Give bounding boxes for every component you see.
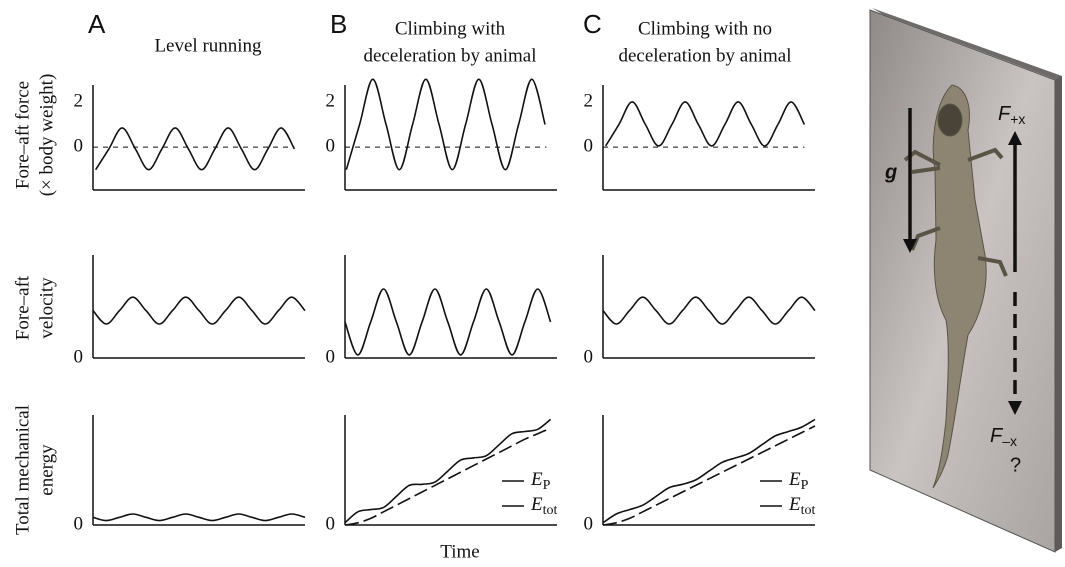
panel-letter: C — [583, 9, 602, 39]
panel-letter: B — [330, 9, 347, 39]
curve — [344, 427, 551, 526]
legend-symbol: E — [788, 469, 801, 490]
backward-force-label: F–x — [990, 425, 1017, 448]
panel-title: Climbing with — [395, 18, 506, 39]
force-symbol: F — [990, 425, 1004, 447]
y-tick-label: 2 — [74, 90, 84, 111]
row-label: velocity — [36, 277, 57, 339]
curve — [602, 418, 816, 524]
curve — [92, 513, 306, 522]
curve — [604, 101, 806, 147]
legend-subscript: tot — [543, 503, 558, 518]
legend-subscript: P — [543, 478, 551, 493]
y-tick-label: 0 — [74, 135, 84, 156]
y-tick-label: 0 — [584, 513, 594, 534]
x-axis-label: Time — [440, 541, 479, 562]
curve — [94, 127, 296, 171]
y-tick-label: 0 — [74, 346, 84, 367]
panel-title: Level running — [154, 35, 262, 56]
legend-symbol: E — [530, 469, 543, 490]
force-subscript: +x — [1010, 111, 1025, 127]
legend-subscript: tot — [801, 503, 816, 518]
gecko — [903, 84, 1008, 489]
curve — [92, 296, 306, 325]
panel-title: deceleration by animal — [618, 45, 791, 66]
gravity-label: g — [884, 161, 897, 183]
legend-entry: Etot — [530, 494, 557, 518]
y-tick-label: 0 — [326, 513, 336, 534]
legend-subscript: P — [801, 478, 809, 493]
forward-force-label: F+x — [998, 103, 1025, 126]
row-label: energy — [36, 444, 57, 496]
row-label: Fore–aft force — [12, 81, 33, 189]
curve — [344, 418, 552, 524]
board-edge — [1055, 76, 1062, 552]
curve — [602, 425, 816, 526]
y-tick-label: 0 — [584, 346, 594, 367]
gecko-illustration: g F+x F–x ? — [869, 8, 1062, 553]
panel-title: deceleration by animal — [363, 45, 536, 66]
curve — [602, 296, 816, 325]
legend-entry: EP — [788, 469, 809, 493]
row-label: Fore–aft — [12, 275, 33, 340]
panel-letter: A — [88, 9, 106, 39]
y-tick-label: 0 — [584, 135, 594, 156]
row-label: (× body weight) — [36, 74, 57, 197]
y-tick-label: 2 — [584, 90, 594, 111]
legend-entry: Etot — [788, 494, 815, 518]
curve — [345, 78, 546, 171]
board-edge — [872, 8, 1062, 82]
legend-symbol: E — [530, 494, 543, 515]
panel-title: Climbing with no — [638, 18, 772, 39]
question-mark: ? — [1010, 454, 1021, 476]
y-tick-label: 2 — [326, 90, 336, 111]
legend-symbol: E — [788, 494, 801, 515]
y-tick-label: 0 — [326, 346, 336, 367]
row-label: Total mechanical — [12, 405, 33, 535]
force-symbol: F — [998, 103, 1012, 125]
legend-entry: EP — [530, 469, 551, 493]
curve — [344, 288, 552, 356]
y-tick-label: 0 — [326, 135, 336, 156]
y-tick-label: 0 — [74, 513, 84, 534]
force-subscript: –x — [1002, 433, 1017, 449]
